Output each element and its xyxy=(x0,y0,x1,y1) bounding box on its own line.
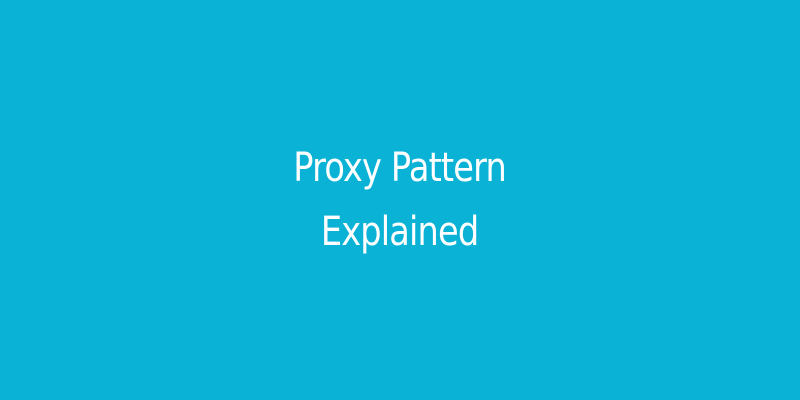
banner-title: Proxy Pattern Explained xyxy=(293,136,508,264)
banner-title-line-2: Explained xyxy=(321,209,479,255)
banner-title-line-1: Proxy Pattern xyxy=(293,145,508,191)
